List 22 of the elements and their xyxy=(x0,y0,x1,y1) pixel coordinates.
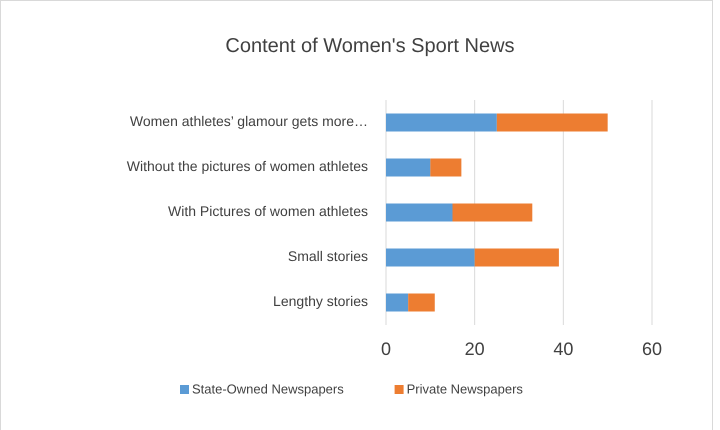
x-tick-label: 60 xyxy=(642,339,662,359)
legend-label: Private Newspapers xyxy=(406,381,524,396)
bar xyxy=(386,114,497,132)
bar xyxy=(386,294,408,312)
x-tick-label: 20 xyxy=(464,339,485,359)
bar xyxy=(386,204,452,222)
y-tick-label: With Pictures of women athletes xyxy=(168,203,368,220)
bar xyxy=(386,248,475,266)
y-tick-label: Lengthy stories xyxy=(273,293,368,310)
bar xyxy=(408,294,435,312)
y-tick-label: Women athletes’ glamour gets more… xyxy=(130,113,368,130)
x-tick-label: 40 xyxy=(553,339,574,359)
bar xyxy=(474,248,559,266)
y-tick-label: Small stories xyxy=(288,248,368,264)
y-tick-label: Without the pictures of women athletes xyxy=(126,158,368,174)
bar xyxy=(386,158,430,176)
bar xyxy=(496,114,608,132)
chart-title: Content of Women's Sport News xyxy=(225,35,515,57)
x-tick-label: 0 xyxy=(380,339,392,359)
legend-label: State-Owned Newspapers xyxy=(192,381,344,396)
bar xyxy=(430,158,462,176)
bar xyxy=(452,204,532,222)
